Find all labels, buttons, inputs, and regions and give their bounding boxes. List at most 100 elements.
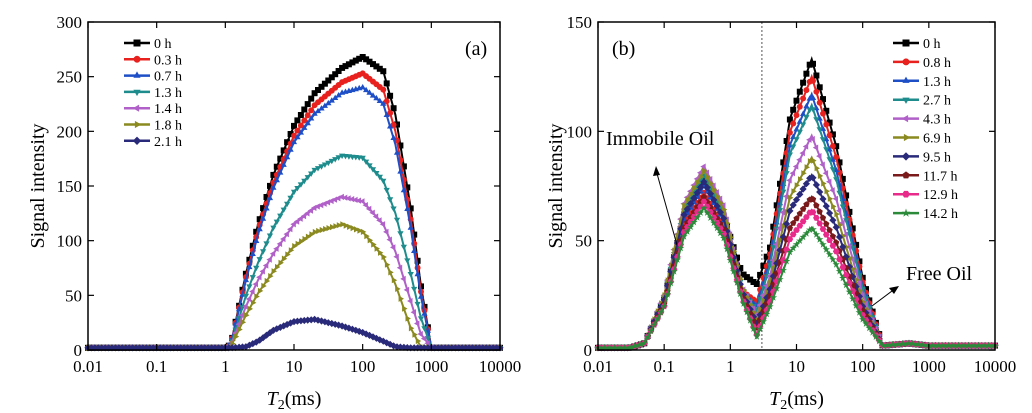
data-point xyxy=(826,237,833,243)
data-point xyxy=(798,176,804,183)
data-point xyxy=(796,88,803,95)
data-point xyxy=(607,343,615,351)
data-point xyxy=(369,92,377,98)
data-point xyxy=(287,226,293,233)
data-point xyxy=(260,249,267,255)
data-point xyxy=(284,153,291,160)
data-point xyxy=(832,260,840,268)
data-point xyxy=(387,110,394,117)
data-point xyxy=(379,337,387,345)
data-point xyxy=(294,117,301,124)
data-point xyxy=(800,95,807,102)
data-point xyxy=(803,70,810,77)
data-point xyxy=(280,235,286,243)
data-point xyxy=(801,170,807,177)
data-point xyxy=(597,343,605,351)
data-point xyxy=(386,340,394,348)
data-point xyxy=(390,206,397,212)
series-14_2h xyxy=(594,204,999,351)
data-point xyxy=(800,122,807,128)
data-point xyxy=(708,180,715,187)
data-point xyxy=(721,206,728,213)
data-point xyxy=(670,253,678,261)
data-point xyxy=(301,124,308,130)
data-point xyxy=(786,224,793,231)
data-point xyxy=(779,209,786,216)
data-point xyxy=(720,214,728,222)
data-point xyxy=(285,251,291,258)
data-point xyxy=(304,316,312,324)
data-point xyxy=(373,94,380,101)
data-point xyxy=(326,225,332,232)
data-point xyxy=(791,188,797,195)
data-point xyxy=(816,188,824,196)
data-point xyxy=(845,288,854,296)
data-point xyxy=(712,186,718,194)
data-point xyxy=(829,242,837,249)
data-point xyxy=(859,315,867,323)
data-point xyxy=(739,299,748,307)
data-point xyxy=(827,195,834,202)
data-point xyxy=(617,343,625,351)
y-tick-label: 100 xyxy=(57,232,83,251)
data-point xyxy=(849,255,855,263)
x-tick-label: 1 xyxy=(726,357,735,376)
data-point xyxy=(736,280,744,288)
data-point xyxy=(380,68,387,75)
data-point xyxy=(813,215,820,221)
annotation-immobile-oil: Immobile Oil xyxy=(606,128,715,150)
data-point xyxy=(376,174,383,181)
data-point xyxy=(756,325,764,333)
data-point xyxy=(653,314,662,322)
data-point xyxy=(796,156,802,163)
data-point xyxy=(624,343,632,351)
legend-marker xyxy=(902,190,910,198)
x-label-sub: 2 xyxy=(780,398,787,413)
data-point xyxy=(716,229,725,237)
data-point xyxy=(278,259,284,266)
data-point xyxy=(807,158,814,165)
data-point xyxy=(718,200,724,207)
data-point xyxy=(381,253,387,261)
data-point xyxy=(390,105,397,112)
x-tick-label: 10000 xyxy=(479,357,522,376)
legend-label: 0.8 h xyxy=(923,56,951,71)
data-point xyxy=(287,195,294,202)
data-point xyxy=(862,319,870,327)
data-point xyxy=(948,341,956,349)
data-point xyxy=(407,224,414,230)
data-point xyxy=(703,208,711,216)
data-point xyxy=(314,107,322,114)
data-point xyxy=(235,321,241,328)
data-point xyxy=(802,229,811,237)
data-point xyxy=(242,293,250,300)
data-point xyxy=(700,163,706,170)
data-point xyxy=(273,325,281,333)
data-point xyxy=(753,281,760,287)
arrow-head xyxy=(889,286,899,294)
data-point xyxy=(332,94,339,100)
data-point xyxy=(872,332,880,340)
data-point xyxy=(297,129,304,135)
series-1_8h xyxy=(86,221,504,351)
x-tick-label: 0.1 xyxy=(146,357,167,376)
data-point xyxy=(305,233,312,240)
data-point xyxy=(245,341,253,349)
data-point xyxy=(293,317,301,325)
data-point xyxy=(796,190,804,198)
data-point xyxy=(829,167,836,173)
data-point xyxy=(766,302,774,310)
data-point xyxy=(833,166,840,173)
data-point xyxy=(803,115,810,121)
data-point xyxy=(366,163,373,169)
y-axis-label: Signal intensity xyxy=(545,124,567,249)
data-point xyxy=(813,72,820,79)
data-point xyxy=(687,200,695,208)
data-point xyxy=(301,106,308,113)
data-point xyxy=(400,343,408,351)
data-point xyxy=(786,248,794,256)
data-point xyxy=(697,183,705,191)
data-point xyxy=(806,225,814,233)
data-point xyxy=(833,154,840,161)
